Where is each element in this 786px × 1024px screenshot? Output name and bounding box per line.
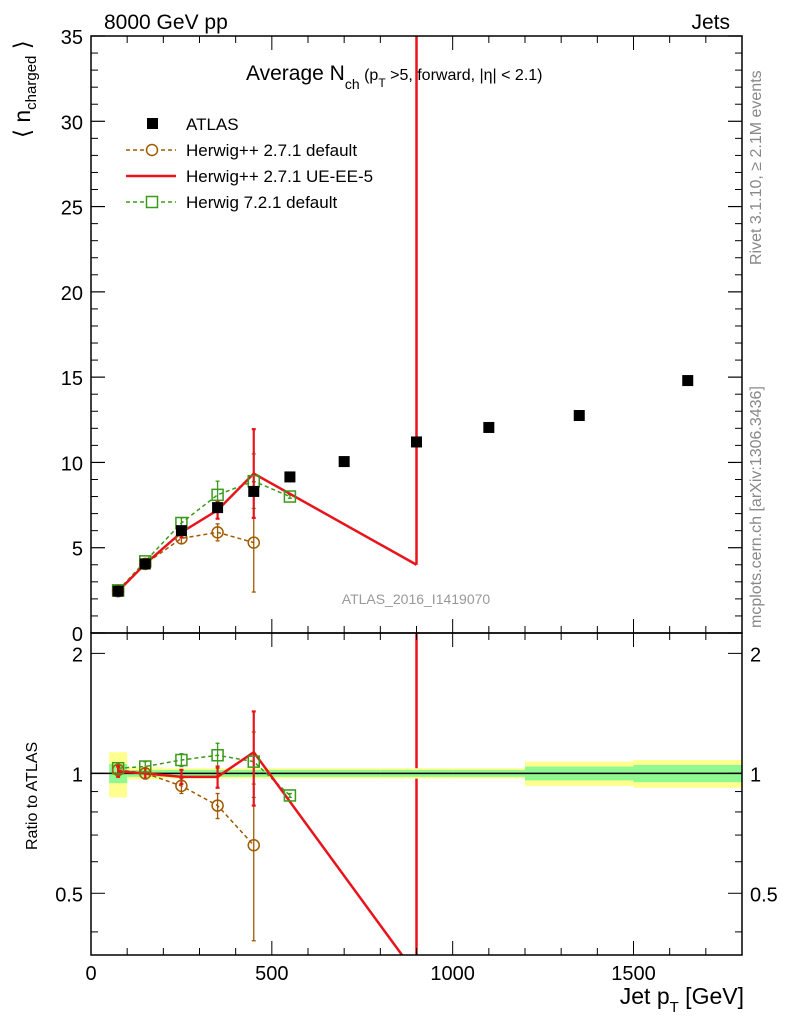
header-right: Jets [691, 11, 730, 34]
svg-text:⟨ ncharged ⟩: ⟨ ncharged ⟩ [9, 40, 40, 138]
legend-marker-herwig7 [145, 195, 159, 209]
ratio-ytick-label-right: 0.5 [750, 884, 778, 906]
ratio-herwigpp-ueee5-line [118, 750, 404, 955]
ratio-ytick-label: 0.5 [55, 884, 83, 906]
atlas-marker [112, 585, 124, 597]
ratio-series-layer [111, 710, 404, 955]
main-ylabel-main: n [9, 110, 35, 123]
main-ylabel-rangle: ⟩ [9, 40, 35, 55]
ratio-ytick-label: 1 [72, 764, 83, 786]
ratio-herwigpp-default-marker [247, 838, 260, 852]
ratio-xtick-label: 1500 [611, 963, 656, 985]
ratio-herwigpp-default-marker [211, 799, 224, 812]
atlas-marker [212, 502, 224, 514]
xlabel-sub: T [670, 999, 679, 1016]
atlas-marker [175, 525, 187, 537]
title-rest: >5, forward, |η| < 2.1) [386, 67, 543, 84]
atlas-marker [483, 421, 495, 433]
legend-label-atlas: ATLAS [186, 115, 239, 134]
ratio-herwig7-marker [211, 749, 224, 762]
ratio-herwigpp-default-marker [175, 779, 188, 793]
ratio-herwigpp-default-marker [139, 767, 152, 780]
ratio-herwigpp-default-line [118, 769, 255, 846]
analysis-watermark: ATLAS_2016_I1419070 [342, 591, 491, 607]
herwigpp-default-marker [247, 536, 260, 549]
ratio-ytick-label-right: 1 [750, 764, 761, 786]
main-ytick-label: 30 [61, 112, 83, 134]
title-main: Average N [246, 62, 345, 85]
ratio-ytick-label: 2 [72, 644, 83, 666]
atlas-marker [682, 375, 694, 387]
legend-label-herwigpp-default: Herwig++ 2.7.1 default [186, 141, 357, 160]
header-left: 8000 GeV pp [104, 11, 228, 34]
ratio-xtick-label: 0 [85, 963, 96, 985]
atlas-marker [284, 471, 296, 483]
main-ytick-label: 35 [61, 27, 83, 49]
ratio-xtick-label: 1000 [430, 963, 475, 985]
main-ylabel: ⟨ ncharged ⟩ [9, 40, 40, 138]
main-ytick-label: 0 [72, 624, 83, 646]
ratio-herwig7-marker [247, 755, 260, 768]
legend: ATLAS Herwig++ 2.7.1 default Herwig++ 2.… [126, 115, 373, 212]
main-series-layer [111, 36, 694, 955]
atlas-marker [139, 558, 151, 570]
legend-entry-herwigpp-ueee5: Herwig++ 2.7.1 UE-EE-5 [126, 167, 373, 186]
ratio-xtick-label: 500 [255, 963, 288, 985]
legend-marker-herwigpp-default [145, 143, 159, 157]
main-axis-ticks: 0 5 10 15 20 25 30 35 [61, 27, 743, 646]
ratio-frame [90, 632, 743, 956]
ratio-herwigpp-default-marker [111, 763, 125, 777]
ratio-ytick-label-right: 2 [750, 644, 761, 666]
main-ylabel-langle: ⟨ [9, 123, 35, 138]
title-sub1: ch [345, 76, 360, 92]
herwig7-marker [211, 488, 224, 502]
title-mid: (p [360, 67, 379, 84]
ratio-herwig7-marker [175, 753, 188, 767]
legend-marker-atlas [147, 118, 158, 129]
legend-label-herwig7: Herwig 7.2.1 default [186, 193, 337, 212]
herwig7-marker [247, 474, 260, 488]
chart-title: Average Nch (pT >5, forward, |η| < 2.1) [246, 62, 543, 92]
herwig7-marker [283, 490, 297, 503]
atlas-marker [338, 456, 350, 468]
atlas-marker [573, 410, 585, 422]
xlabel-rest: [GeV] [679, 983, 744, 1009]
legend-entry-herwig7: Herwig 7.2.1 default [126, 193, 337, 212]
atlas-marker [248, 485, 260, 497]
main-ytick-label: 20 [61, 283, 83, 305]
main-ytick-label: 10 [61, 453, 83, 475]
ratio-herwig7-marker [283, 789, 297, 802]
main-ytick-label: 5 [72, 539, 83, 561]
ratio-axis-ticks: 0.5 0.5 1 1 2 2 0 500 1000 1500 [55, 633, 778, 985]
main-ytick-label: 25 [61, 198, 83, 220]
atlas-marker [411, 436, 422, 448]
rivet-version-label: Rivet 3.1.10, ≥ 2.1M events [748, 70, 765, 265]
xlabel-main: Jet p [620, 983, 670, 1009]
main-ylabel-sub: charged [23, 56, 40, 110]
ratio-herwig7-marker [139, 760, 152, 773]
legend-entry-herwigpp-default: Herwig++ 2.7.1 default [126, 141, 357, 160]
herwigpp-default-marker [211, 526, 224, 539]
ratio-herwig7-line [118, 754, 291, 796]
ratio-ylabel: Ratio to ATLAS [24, 742, 41, 850]
herwig7-line [117, 480, 291, 591]
legend-label-herwigpp-ueee5: Herwig++ 2.7.1 UE-EE-5 [186, 167, 373, 186]
ratio-xlabel: Jet pT [GeV] [620, 983, 744, 1016]
mcplots-label: mcplots.cern.ch [arXiv:1306.3436] [748, 386, 765, 628]
legend-entry-atlas: ATLAS [147, 115, 239, 134]
main-ytick-label: 15 [61, 368, 83, 390]
title-sub2: T [378, 76, 386, 90]
herwigpp-ueee5-line [117, 471, 418, 593]
